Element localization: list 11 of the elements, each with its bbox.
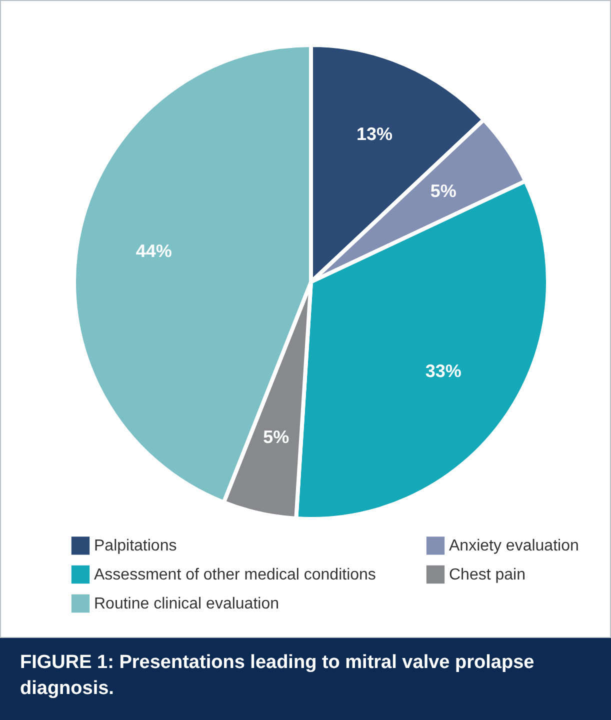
data-label: 33% <box>425 360 462 381</box>
legend-label: Anxiety evaluation <box>449 538 579 555</box>
legend-label: Palpitations <box>94 538 177 555</box>
text: FIGURE 1: Presentations leading to mitral valve prolapse diagnosis. <box>0 638 611 720</box>
legend-label: Assessment of other medical conditions <box>94 566 376 584</box>
data-label: 13% <box>356 124 393 144</box>
legend-label: Routine clinical evaluation <box>94 596 279 612</box>
data-label: 5% <box>263 427 290 448</box>
data-label: 44% <box>136 241 172 262</box>
data-label: 5% <box>430 181 456 202</box>
legend-label: Chest pain <box>449 566 526 584</box>
